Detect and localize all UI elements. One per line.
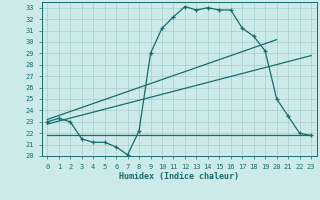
- X-axis label: Humidex (Indice chaleur): Humidex (Indice chaleur): [119, 172, 239, 181]
